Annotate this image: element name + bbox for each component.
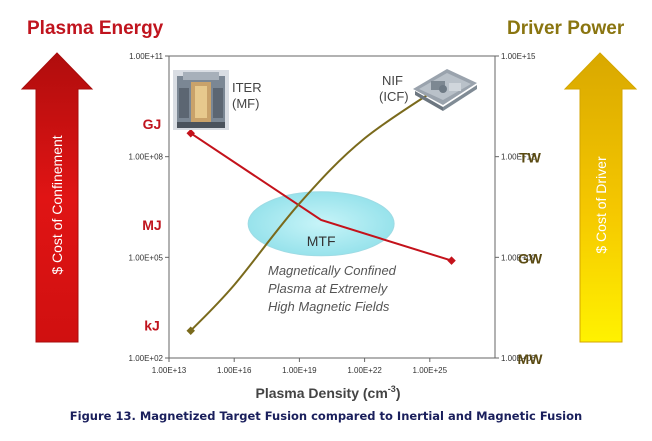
energy-unit-label: GJ — [143, 116, 162, 132]
left-tick-label: 1.00E+05 — [129, 253, 164, 262]
power-unit-label: MW — [518, 351, 544, 367]
nif-label: NIF — [382, 73, 403, 88]
note-line-2: Plasma at Extremely — [268, 281, 389, 296]
x-tick-label: 1.00E+13 — [152, 366, 187, 375]
driver-point — [186, 326, 195, 335]
note-line-1: Magnetically Confined — [268, 263, 397, 278]
x-tick-label: 1.00E+22 — [347, 366, 382, 375]
nif-facility-image — [413, 69, 477, 111]
x-tick-label: 1.00E+25 — [413, 366, 448, 375]
series-group — [186, 75, 456, 335]
plasma-energy-title: Plasma Energy — [27, 18, 164, 39]
right-tick-label: 1.00E+12 — [501, 153, 536, 162]
right-tick-label: 1.00E+06 — [501, 354, 536, 363]
driver-series-line — [190, 78, 453, 332]
power-unit-labels: TW GW MW — [518, 150, 544, 367]
driver-power-title: Driver Power — [507, 18, 625, 39]
energy-series-line — [190, 132, 452, 262]
iter-label: ITER — [232, 80, 262, 95]
energy-point — [447, 256, 456, 265]
nif-sub-label: (ICF) — [379, 89, 409, 104]
x-axis-title: Plasma Density (cm-3) — [256, 384, 401, 401]
left-tick-label: 1.00E+08 — [129, 153, 164, 162]
energy-unit-label: MJ — [142, 217, 161, 233]
driver-cost-arrow: $ Cost of Driver — [563, 52, 638, 343]
x-axis-ticks: 1.00E+13 1.00E+16 1.00E+19 1.00E+22 1.00E+25 — [152, 358, 448, 375]
right-tick-label: 1.00E+09 — [501, 253, 536, 262]
iter-tokamak-image — [173, 70, 229, 130]
mtf-region: MTF — [247, 191, 395, 257]
right-tick-label: 1.00E+15 — [501, 52, 536, 61]
confinement-cost-label: $ Cost of Confinement — [49, 135, 65, 274]
left-tick-label: 1.00E+02 — [129, 354, 164, 363]
iter-sub-label: (MF) — [232, 96, 259, 111]
energy-unit-labels: GJ MJ kJ — [142, 116, 161, 333]
left-axis-ticks: 1.00E+02 1.00E+05 1.00E+08 1.00E+11 — [129, 52, 169, 363]
power-unit-label: GW — [518, 250, 543, 266]
plot-area — [168, 55, 496, 359]
note-line-3: High Magnetic Fields — [268, 299, 390, 314]
figure-caption: Figure 13. Magnetized Target Fusion comp… — [69, 409, 583, 423]
power-unit-label: TW — [519, 150, 542, 166]
x-tick-label: 1.00E+16 — [217, 366, 252, 375]
mtf-label: MTF — [307, 233, 336, 249]
driver-cost-label: $ Cost of Driver — [593, 156, 609, 254]
energy-unit-label: kJ — [144, 317, 160, 333]
right-axis-ticks: 1.00E+06 1.00E+09 1.00E+12 1.00E+15 — [495, 52, 536, 363]
left-tick-label: 1.00E+11 — [129, 52, 163, 61]
x-tick-label: 1.00E+19 — [282, 366, 317, 375]
energy-point — [186, 128, 195, 138]
confinement-cost-arrow: $ Cost of Confinement — [20, 52, 94, 343]
